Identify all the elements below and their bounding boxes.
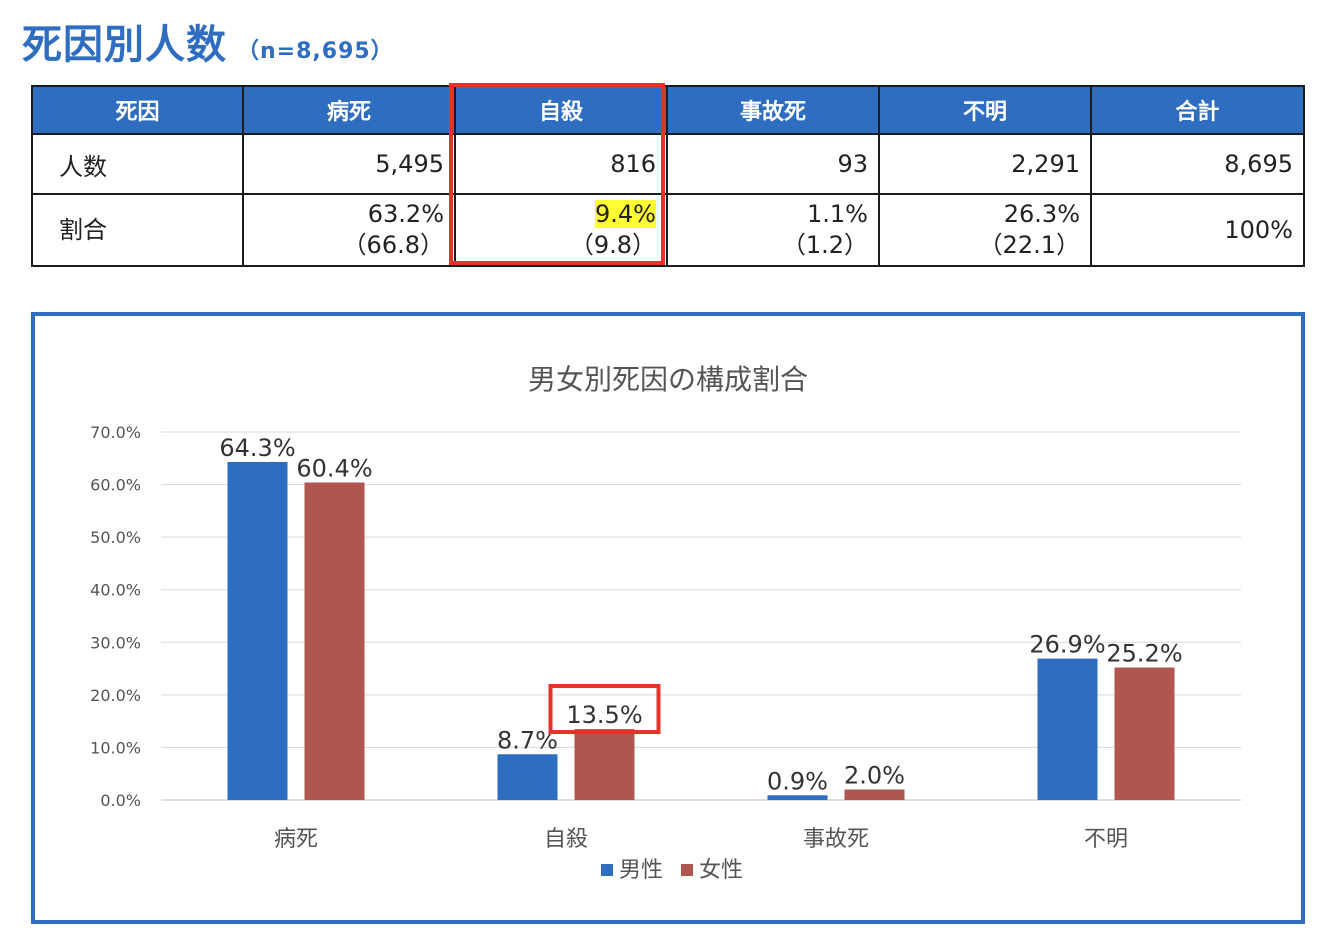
table-row: 人数 5,495 816 93 2,291 8,695 bbox=[31, 133, 1305, 195]
count-accident: 93 bbox=[666, 133, 880, 195]
x-category-label: 病死 bbox=[274, 827, 318, 852]
ratio-suicide: 9.4% （9.8） bbox=[454, 193, 668, 267]
data-label: 2.0% bbox=[844, 761, 905, 789]
bar-female bbox=[574, 729, 635, 800]
ratio-illness: 63.2% （66.8） bbox=[242, 193, 456, 267]
sample-size: （n=8,695） bbox=[237, 39, 394, 64]
bar-male bbox=[767, 795, 828, 800]
y-tick-label: 0.0% bbox=[100, 791, 141, 810]
legend-female-label: 女性 bbox=[699, 858, 743, 883]
ratio-value: 1.1% bbox=[807, 200, 868, 228]
x-category-label: 自殺 bbox=[544, 827, 588, 852]
emphasis-box bbox=[548, 684, 661, 735]
data-label: 25.2% bbox=[1106, 640, 1182, 668]
ratio-previous: （66.8） bbox=[342, 231, 444, 259]
header-illness: 病死 bbox=[242, 85, 456, 135]
count-total: 8,695 bbox=[1090, 133, 1305, 195]
bar-male bbox=[227, 461, 288, 800]
suicide-column-emphasis-box bbox=[449, 83, 665, 265]
ratio-previous: （9.8） bbox=[569, 231, 656, 259]
table-row: 割合 63.2% （66.8） 9.4% （9.8） 1.1% （1.2） 26… bbox=[31, 193, 1305, 267]
count-suicide: 816 bbox=[454, 133, 668, 195]
legend-male-label: 男性 bbox=[619, 858, 663, 883]
ratio-unknown: 26.3% （22.1） bbox=[878, 193, 1092, 267]
y-tick-label: 70.0% bbox=[90, 423, 141, 442]
table-header-row: 死因 病死 自殺 事故死 不明 合計 bbox=[31, 85, 1305, 135]
y-tick-label: 60.0% bbox=[90, 476, 141, 495]
header-cause: 死因 bbox=[31, 85, 244, 135]
ratio-value: 9.4% bbox=[464, 199, 656, 230]
ratio-previous: （1.2） bbox=[781, 231, 868, 259]
y-tick-label: 50.0% bbox=[90, 528, 141, 547]
ratio-previous: （22.1） bbox=[978, 231, 1080, 259]
data-label: 64.3% bbox=[219, 434, 295, 462]
ratio-value: 63.2% bbox=[367, 200, 444, 228]
y-tick-label: 10.0% bbox=[90, 738, 141, 757]
data-label: 8.7% bbox=[497, 726, 558, 754]
bar-male bbox=[497, 754, 558, 800]
legend-female-swatch bbox=[681, 864, 693, 876]
count-illness: 5,495 bbox=[242, 133, 456, 195]
data-label: 60.4% bbox=[296, 454, 372, 482]
highlighted-ratio: 9.4% bbox=[595, 200, 656, 228]
header-unknown: 不明 bbox=[878, 85, 1092, 135]
y-tick-label: 40.0% bbox=[90, 581, 141, 600]
count-unknown: 2,291 bbox=[878, 133, 1092, 195]
legend-male-swatch bbox=[601, 864, 613, 876]
y-tick-label: 20.0% bbox=[90, 686, 141, 705]
row-label-ratio: 割合 bbox=[31, 193, 244, 267]
chart-frame: 男女別死因の構成割合 0.0% 10.0% 20.0% 30.0% 40.0% 50.0% 6… bbox=[31, 312, 1305, 924]
page-title: 死因別人数 （n=8,695） bbox=[22, 12, 394, 70]
bar-female bbox=[1114, 667, 1175, 800]
bar-male bbox=[1037, 658, 1098, 800]
bar-female bbox=[304, 482, 365, 800]
data-label: 0.9% bbox=[767, 767, 828, 795]
page-title-text: 死因別人数 bbox=[22, 22, 227, 68]
ratio-accident: 1.1% （1.2） bbox=[666, 193, 880, 267]
ratio-value: 26.3% bbox=[1003, 200, 1080, 228]
header-accident: 事故死 bbox=[666, 85, 880, 135]
x-category-label: 不明 bbox=[1084, 827, 1128, 852]
ratio-total: 100% bbox=[1090, 193, 1305, 267]
x-category-label: 事故死 bbox=[803, 827, 869, 852]
data-label: 13.5% bbox=[566, 701, 642, 729]
data-label: 26.9% bbox=[1029, 631, 1105, 659]
cause-of-death-table: 死因 病死 自殺 事故死 不明 合計 人数 5,495 816 93 2,291… bbox=[31, 85, 1305, 267]
header-suicide: 自殺 bbox=[454, 85, 668, 135]
gender-cause-chart: 男女別死因の構成割合 0.0% 10.0% 20.0% 30.0% 40.0% 50.0% 6… bbox=[90, 363, 1241, 883]
y-tick-label: 30.0% bbox=[90, 633, 141, 652]
chart-title: 男女別死因の構成割合 bbox=[528, 363, 808, 396]
header-total: 合計 bbox=[1090, 85, 1305, 135]
bar-female bbox=[844, 789, 905, 800]
row-label-count: 人数 bbox=[31, 133, 244, 195]
